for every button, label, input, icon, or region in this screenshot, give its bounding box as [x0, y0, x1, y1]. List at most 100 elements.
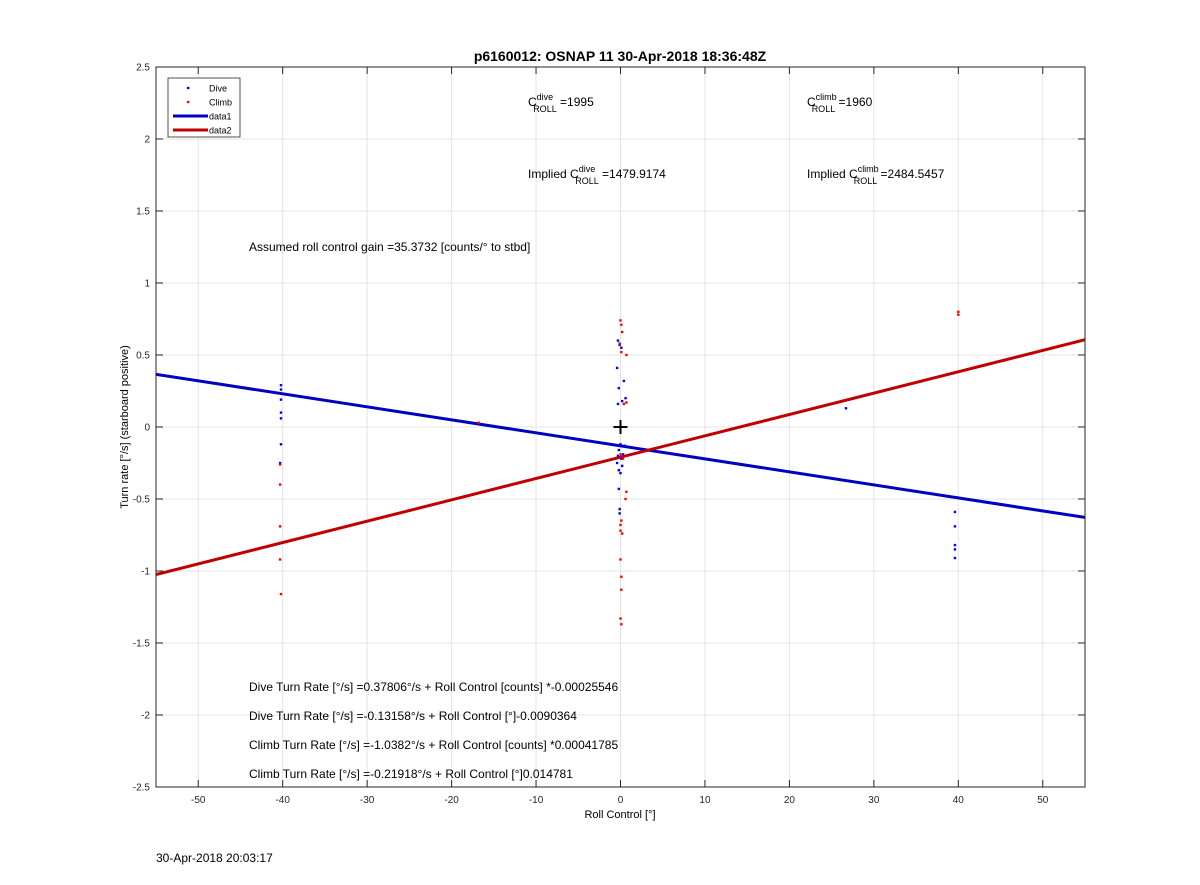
y-tick-label: -2	[141, 711, 150, 722]
fit-equation: Dive Turn Rate [°/s] =0.37806°/s + Roll …	[249, 680, 618, 694]
climb-point	[619, 617, 622, 620]
climb-point	[957, 310, 960, 313]
c-roll-climb-sub: ROLL	[812, 104, 836, 114]
legend-entry-label: Dive	[209, 84, 227, 94]
data1-fit-line	[156, 372, 1085, 519]
x-tick-label: -20	[444, 795, 459, 806]
c-roll-climb-sup: climb	[816, 92, 837, 102]
climb-point	[620, 350, 623, 354]
climb-point	[278, 483, 282, 486]
c-roll-dive-sub: ROLL	[533, 104, 557, 114]
c-roll-climb: Cclimb ROLL =1960	[807, 92, 873, 114]
x-tick-label: 30	[868, 795, 880, 806]
x-tick-label: 20	[784, 795, 796, 806]
x-tick-label: -50	[191, 795, 206, 806]
climb-point	[625, 401, 628, 404]
climb-point	[619, 529, 622, 532]
dive-point	[279, 398, 283, 401]
plot-series	[156, 310, 1085, 626]
y-tick-label: 1	[144, 279, 150, 290]
y-tick-label: 0.5	[136, 351, 150, 362]
dive-point	[620, 464, 624, 468]
x-tick-label: 10	[699, 795, 711, 806]
climb-point	[620, 588, 623, 591]
dive-point	[621, 453, 625, 456]
data2-fit-line	[156, 338, 1085, 577]
dive-point	[953, 543, 957, 547]
axes: -50 -40 -30 -20 -10 0 10 20 30 40 50-2.5-2-1.5-1-0…	[133, 63, 1086, 806]
dive-point	[953, 525, 957, 528]
c-roll-climb-value: =1960	[835, 95, 872, 109]
x-tick-label: -10	[529, 795, 544, 806]
dive-point	[619, 443, 622, 446]
y-tick-label: 2	[144, 135, 150, 146]
implied-c-roll-dive-base: Implied C	[528, 167, 579, 181]
x-tick-label: 0	[618, 795, 624, 806]
climb-point	[278, 463, 282, 466]
legend-entry-label: Climb	[209, 98, 232, 108]
implied-c-roll-dive: Implied Cdive ROLL =1479.9174	[528, 164, 666, 186]
y-tick-label: -2.5	[133, 783, 151, 794]
dive-point	[617, 487, 621, 491]
dive-point	[620, 399, 624, 403]
climb-point	[618, 342, 621, 345]
climb-point	[620, 519, 623, 522]
y-tick-label: -1.5	[133, 639, 151, 650]
dive-point	[953, 556, 957, 560]
implied-c-roll-dive-sub: ROLL	[575, 176, 599, 186]
climb-point	[620, 623, 623, 626]
climb-point	[957, 313, 960, 316]
fit-equation: Dive Turn Rate [°/s] =-0.13158°/s + Roll…	[249, 709, 577, 723]
dive-point	[616, 339, 620, 342]
y-tick-label: 1.5	[136, 207, 150, 218]
dive-point	[620, 457, 623, 460]
c-roll-dive-sup: dive	[537, 92, 554, 102]
climb-point	[620, 323, 623, 326]
dive-point	[844, 407, 848, 410]
implied-c-roll-climb-value: =2484.5457	[877, 167, 944, 181]
y-axis-label: Turn rate [°/s] (starboard positive)	[119, 345, 131, 509]
dive-point	[618, 343, 621, 347]
dive-point	[619, 471, 622, 475]
climb-point	[477, 421, 480, 424]
dive-point	[279, 443, 283, 446]
dive-point	[618, 507, 621, 511]
dive-point	[617, 448, 621, 452]
implied-c-roll-dive-value: =1479.9174	[599, 167, 666, 181]
roll-gain-annotation: Assumed roll control gain =35.3732 [coun…	[249, 240, 530, 254]
c-roll-dive-value: =1995	[557, 95, 594, 109]
dive-point	[624, 397, 627, 400]
c-roll-climb-base: C	[807, 95, 816, 109]
dive-point	[617, 469, 621, 472]
dive-point	[615, 366, 619, 370]
climb-point	[279, 592, 283, 596]
climb-point	[619, 453, 622, 456]
dive-point	[279, 384, 283, 387]
dive-point	[616, 402, 620, 406]
legend-entry-label: data1	[209, 112, 232, 122]
c-roll-dive: Cdive ROLL =1995	[528, 92, 594, 114]
dive-point	[953, 510, 957, 514]
dive-point	[623, 444, 626, 447]
climb-point	[278, 525, 282, 528]
y-tick-label: -1	[141, 567, 150, 578]
legend-box	[167, 77, 241, 138]
climb-point	[620, 330, 624, 334]
legend: Dive Climb data1 data2	[167, 77, 241, 138]
climb-point	[625, 353, 628, 357]
fit-equation: Climb Turn Rate [°/s] =-1.0382°/s + Roll…	[249, 738, 618, 752]
climb-point	[620, 532, 624, 535]
climb-point	[619, 523, 622, 527]
dive-point	[615, 461, 619, 465]
plot-frame	[155, 66, 1086, 788]
dive-point	[953, 548, 957, 551]
dive-point	[617, 386, 621, 390]
implied-c-roll-dive-sup: dive	[579, 164, 596, 174]
dive-point	[279, 411, 283, 414]
dive-point	[620, 346, 623, 349]
implied-c-roll-climb-sup: climb	[858, 164, 879, 174]
x-axis-label: Roll Control [°]	[584, 809, 655, 821]
climb-point	[278, 558, 282, 561]
print-timestamp: 30-Apr-2018 20:03:17	[156, 851, 273, 865]
